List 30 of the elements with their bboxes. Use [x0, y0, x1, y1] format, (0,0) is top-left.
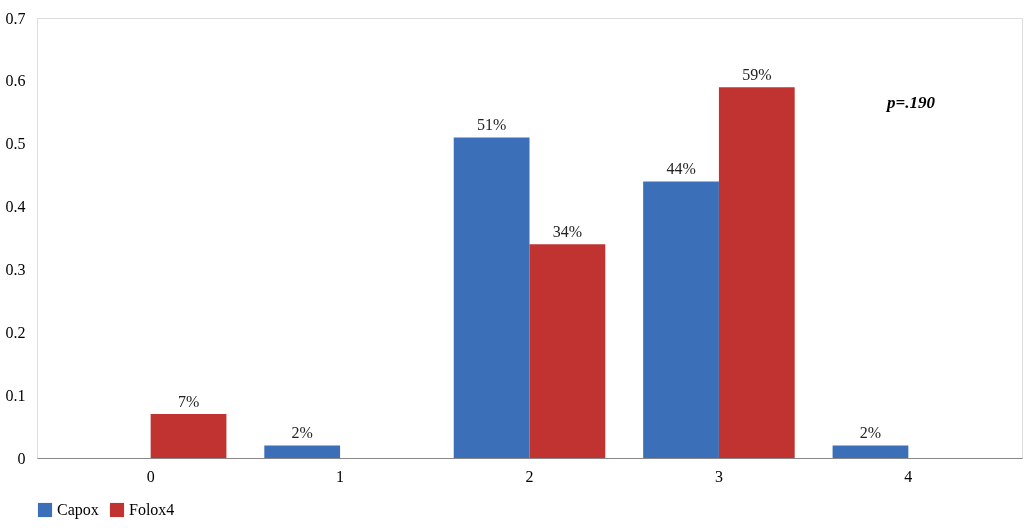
bar: [453, 137, 530, 458]
bar: [718, 87, 795, 458]
y-tick-label: 0: [17, 449, 26, 467]
data-label: 2%: [291, 424, 313, 442]
x-tick-label: 1: [336, 467, 345, 485]
y-tick-label: 0.2: [5, 323, 26, 341]
x-tick-label: 4: [904, 467, 913, 485]
annotation: p=.190: [885, 93, 936, 112]
bar: [150, 414, 227, 458]
x-tick-label: 0: [146, 467, 155, 485]
y-tick-label: 0.3: [5, 260, 26, 278]
x-tick-label: 2: [525, 467, 534, 485]
bar: [529, 244, 606, 458]
y-tick-label: 0.4: [5, 198, 26, 216]
y-tick-label: 0.6: [5, 72, 26, 90]
data-label: 44%: [666, 160, 696, 178]
y-tick-label: 0.1: [5, 386, 26, 404]
y-tick-label: 0.5: [5, 135, 26, 153]
data-label: 7%: [177, 393, 200, 410]
legend-label: Capox: [57, 501, 99, 519]
y-tick-label: 0.7: [5, 9, 26, 27]
bar: [643, 181, 719, 458]
data-label: 51%: [476, 116, 507, 134]
data-label: 2%: [859, 424, 882, 442]
x-tick-label: 3: [714, 467, 723, 485]
data-label: 59%: [742, 66, 772, 84]
legend-label: Folox4: [129, 501, 175, 518]
bar: [832, 445, 909, 458]
data-label: 34%: [552, 223, 583, 241]
bar: [264, 445, 341, 458]
